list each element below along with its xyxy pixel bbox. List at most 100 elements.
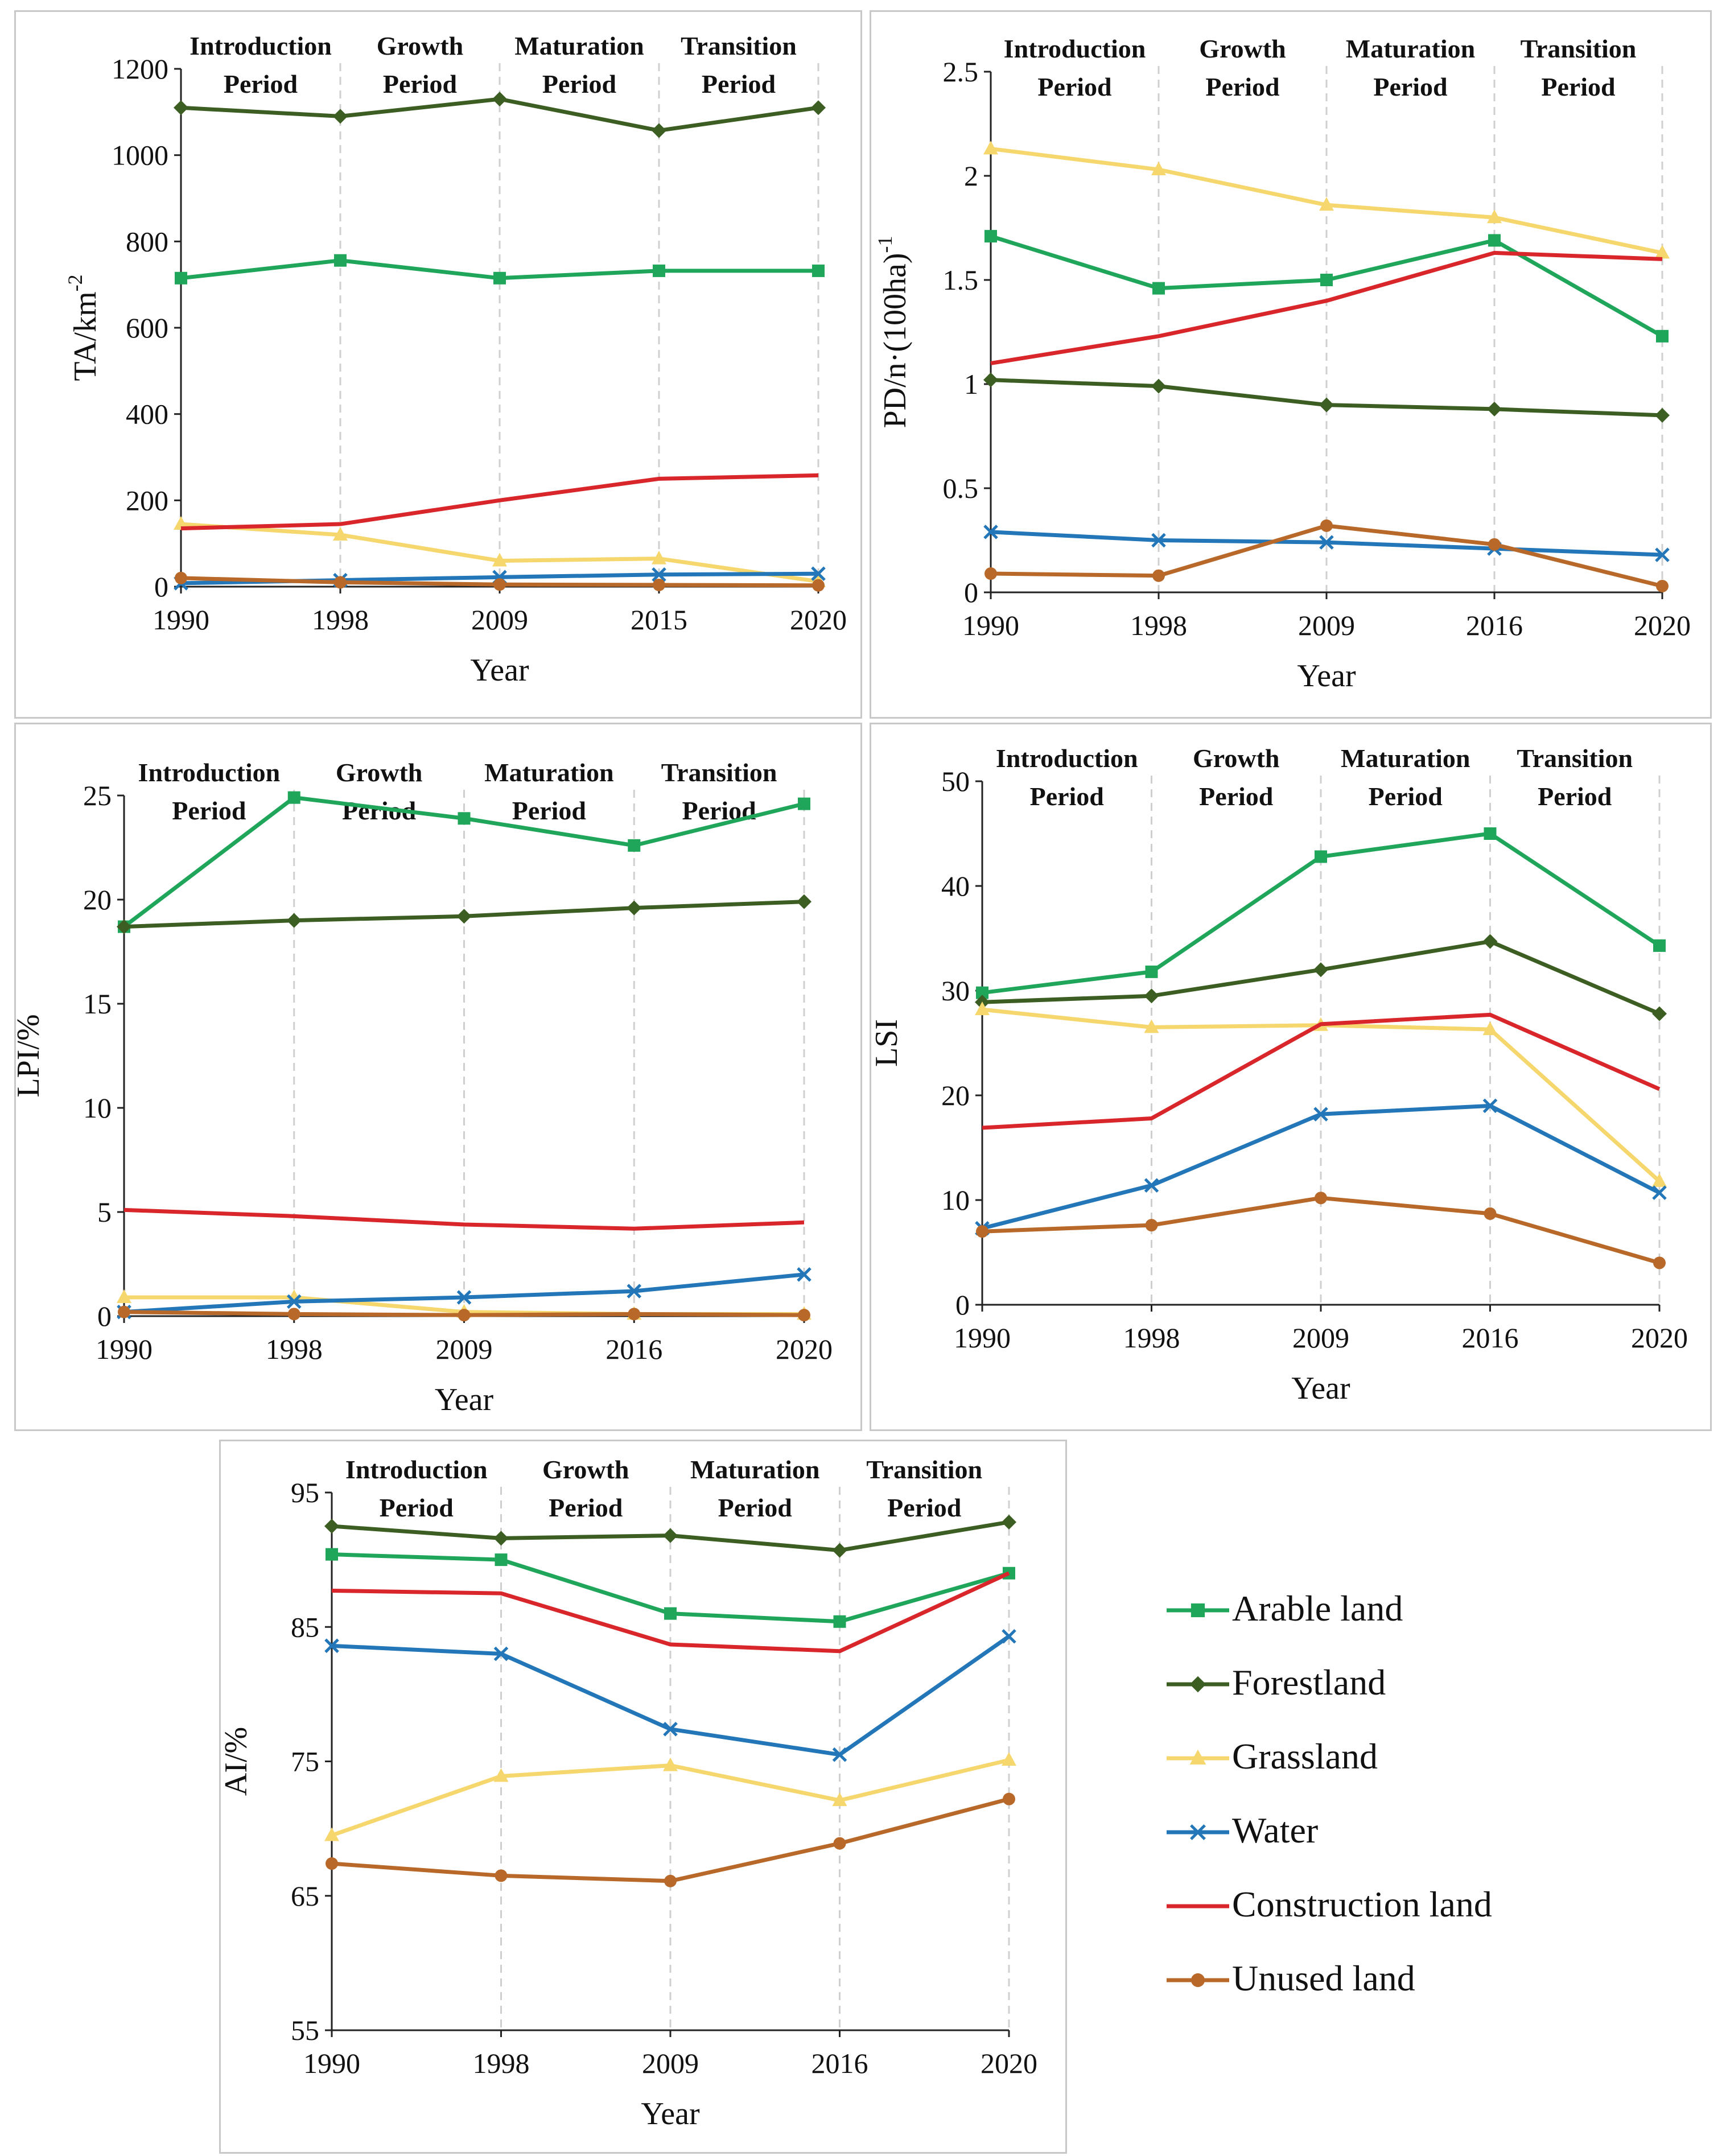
period-label-line2: Period	[887, 1493, 962, 1522]
legend-marker	[1190, 1824, 1206, 1840]
data-point-unused-land	[628, 1308, 641, 1321]
series-forestland	[324, 1514, 1016, 1558]
data-point-water	[1655, 547, 1670, 562]
ta-chart: 0 200 400 600 800 1000 1200 1990 1998 2009 2015 202…	[64, 31, 847, 688]
data-point-forestland	[456, 909, 472, 924]
data-point-grassland	[1487, 209, 1502, 224]
legend-marker	[1189, 1676, 1206, 1693]
data-point-grassland	[117, 1289, 131, 1304]
x-tick-label: 1998	[266, 1333, 323, 1365]
legend-label: Construction land	[1232, 1884, 1492, 1924]
period-label-line2: Period	[172, 796, 246, 825]
period-label-line1: Introduction	[1004, 34, 1146, 63]
data-point-grassland	[1319, 197, 1334, 211]
period-label-line1: Transition	[681, 31, 797, 60]
y-tick-label: 0	[97, 1300, 112, 1332]
period-label-line2: Period	[1541, 72, 1616, 101]
x-tick-label: 2016	[1462, 1322, 1519, 1354]
period-label-line1: Maturation	[484, 758, 613, 787]
data-point-unused-land	[1145, 1219, 1158, 1232]
data-point-water	[1144, 1178, 1159, 1193]
period-label: Maturation Period	[1346, 34, 1475, 101]
period-label: Transition Period	[866, 1455, 982, 1522]
data-point-forestland	[1319, 397, 1334, 413]
y-tick-label: 200	[126, 484, 168, 516]
legend-label: Water	[1232, 1810, 1319, 1850]
pd-chart-panel: 0 0.5 1 1.5 2 2.5 1990 1998 2009 2016 2020 Year PD/n…	[870, 10, 1712, 719]
series-arable-land	[976, 827, 1666, 999]
period-label-line2: Period	[512, 796, 587, 825]
x-tick-label: 2016	[605, 1333, 662, 1365]
data-point-forestland	[174, 100, 188, 116]
period-label-line2: Period	[1373, 72, 1448, 101]
data-point-arable-land	[1145, 965, 1158, 978]
data-point-unused-land	[495, 1869, 508, 1882]
data-point-arable-land	[1653, 939, 1666, 952]
legend-item-construction-land: Construction land	[1144, 1878, 1656, 1935]
period-label: Transition Period	[1517, 744, 1633, 811]
data-point-grassland	[492, 553, 507, 567]
data-point-arable-land	[1152, 282, 1165, 295]
y-tick-label: 1.5	[943, 264, 979, 296]
y-tick-label: 0	[964, 576, 978, 608]
y-tick-label: 20	[83, 884, 112, 916]
data-point-water	[1652, 1185, 1667, 1200]
legend-swatch	[1167, 1676, 1229, 1693]
y-tick-label: 2.5	[943, 56, 979, 88]
data-point-water	[1151, 533, 1166, 548]
series-forestland	[117, 894, 811, 934]
data-point-forestland	[1487, 401, 1502, 417]
y-tick-label: 85	[291, 1611, 319, 1643]
series-line-forestland	[982, 939, 1661, 1016]
period-label-line2: Period	[1538, 782, 1612, 811]
period-label: Introduction Period	[1004, 34, 1146, 101]
x-tick-label: 2009	[1292, 1322, 1349, 1354]
lpi-chart: 0 5 10 15 20 25 1990 1998 2009 2016 2020 Year LPI/% I…	[16, 758, 833, 1417]
legend-item-arable-land: Arable land	[1144, 1582, 1656, 1639]
period-label-line1: Introduction	[138, 758, 281, 787]
data-point-forestland	[811, 100, 826, 116]
period-label: Introduction Period	[996, 744, 1138, 811]
period-label-line2: Period	[549, 1493, 623, 1522]
series-unused-land	[984, 519, 1669, 593]
period-label-line1: Growth	[1193, 744, 1280, 773]
data-point-forestland	[117, 919, 131, 934]
data-point-grassland	[1002, 1752, 1016, 1766]
data-point-unused-land	[812, 579, 825, 592]
period-label: Maturation Period	[484, 758, 613, 825]
series-construction-land	[990, 250, 1663, 365]
data-point-forestland	[286, 913, 302, 928]
data-point-forestland	[832, 1543, 847, 1558]
period-label: Transition Period	[661, 758, 777, 825]
ta-chart-panel: 0 200 400 600 800 1000 1200 1990 1998 2009 2015 202…	[14, 10, 862, 719]
period-label-line2: Period	[1037, 72, 1112, 101]
period-label-line1: Growth	[377, 31, 464, 60]
legend-label: Grassland	[1232, 1736, 1378, 1776]
x-tick-label: 2020	[1631, 1322, 1688, 1354]
data-point-forestland	[492, 92, 507, 107]
data-point-water	[456, 1290, 472, 1305]
period-label-line1: Transition	[661, 758, 777, 787]
data-point-arable-land	[495, 1553, 508, 1566]
period-label-line2: Period	[718, 1493, 793, 1522]
data-point-unused-land	[833, 1837, 846, 1850]
data-point-unused-land	[653, 578, 665, 591]
data-point-arable-land	[334, 254, 347, 267]
data-point-unused-land	[798, 1309, 810, 1322]
x-axis-title: Year	[641, 2096, 700, 2132]
data-point-arable-land	[628, 839, 641, 852]
period-label-line2: Period	[1199, 782, 1274, 811]
x-tick-label: 1998	[1130, 609, 1187, 641]
data-point-water	[797, 1267, 811, 1282]
data-point-unused-land	[664, 1874, 677, 1887]
y-tick-label: 25	[83, 780, 112, 811]
data-point-forestland	[1313, 962, 1328, 978]
data-point-unused-land	[175, 571, 187, 584]
legend-item-water: Water	[1144, 1804, 1656, 1861]
y-tick-label: 50	[941, 765, 970, 797]
data-point-arable-land	[493, 271, 506, 285]
y-tick-label: 400	[126, 398, 168, 430]
x-tick-label: 2009	[1298, 609, 1355, 641]
y-tick-label: 95	[291, 1477, 319, 1508]
series-line-construction-land	[180, 473, 819, 531]
